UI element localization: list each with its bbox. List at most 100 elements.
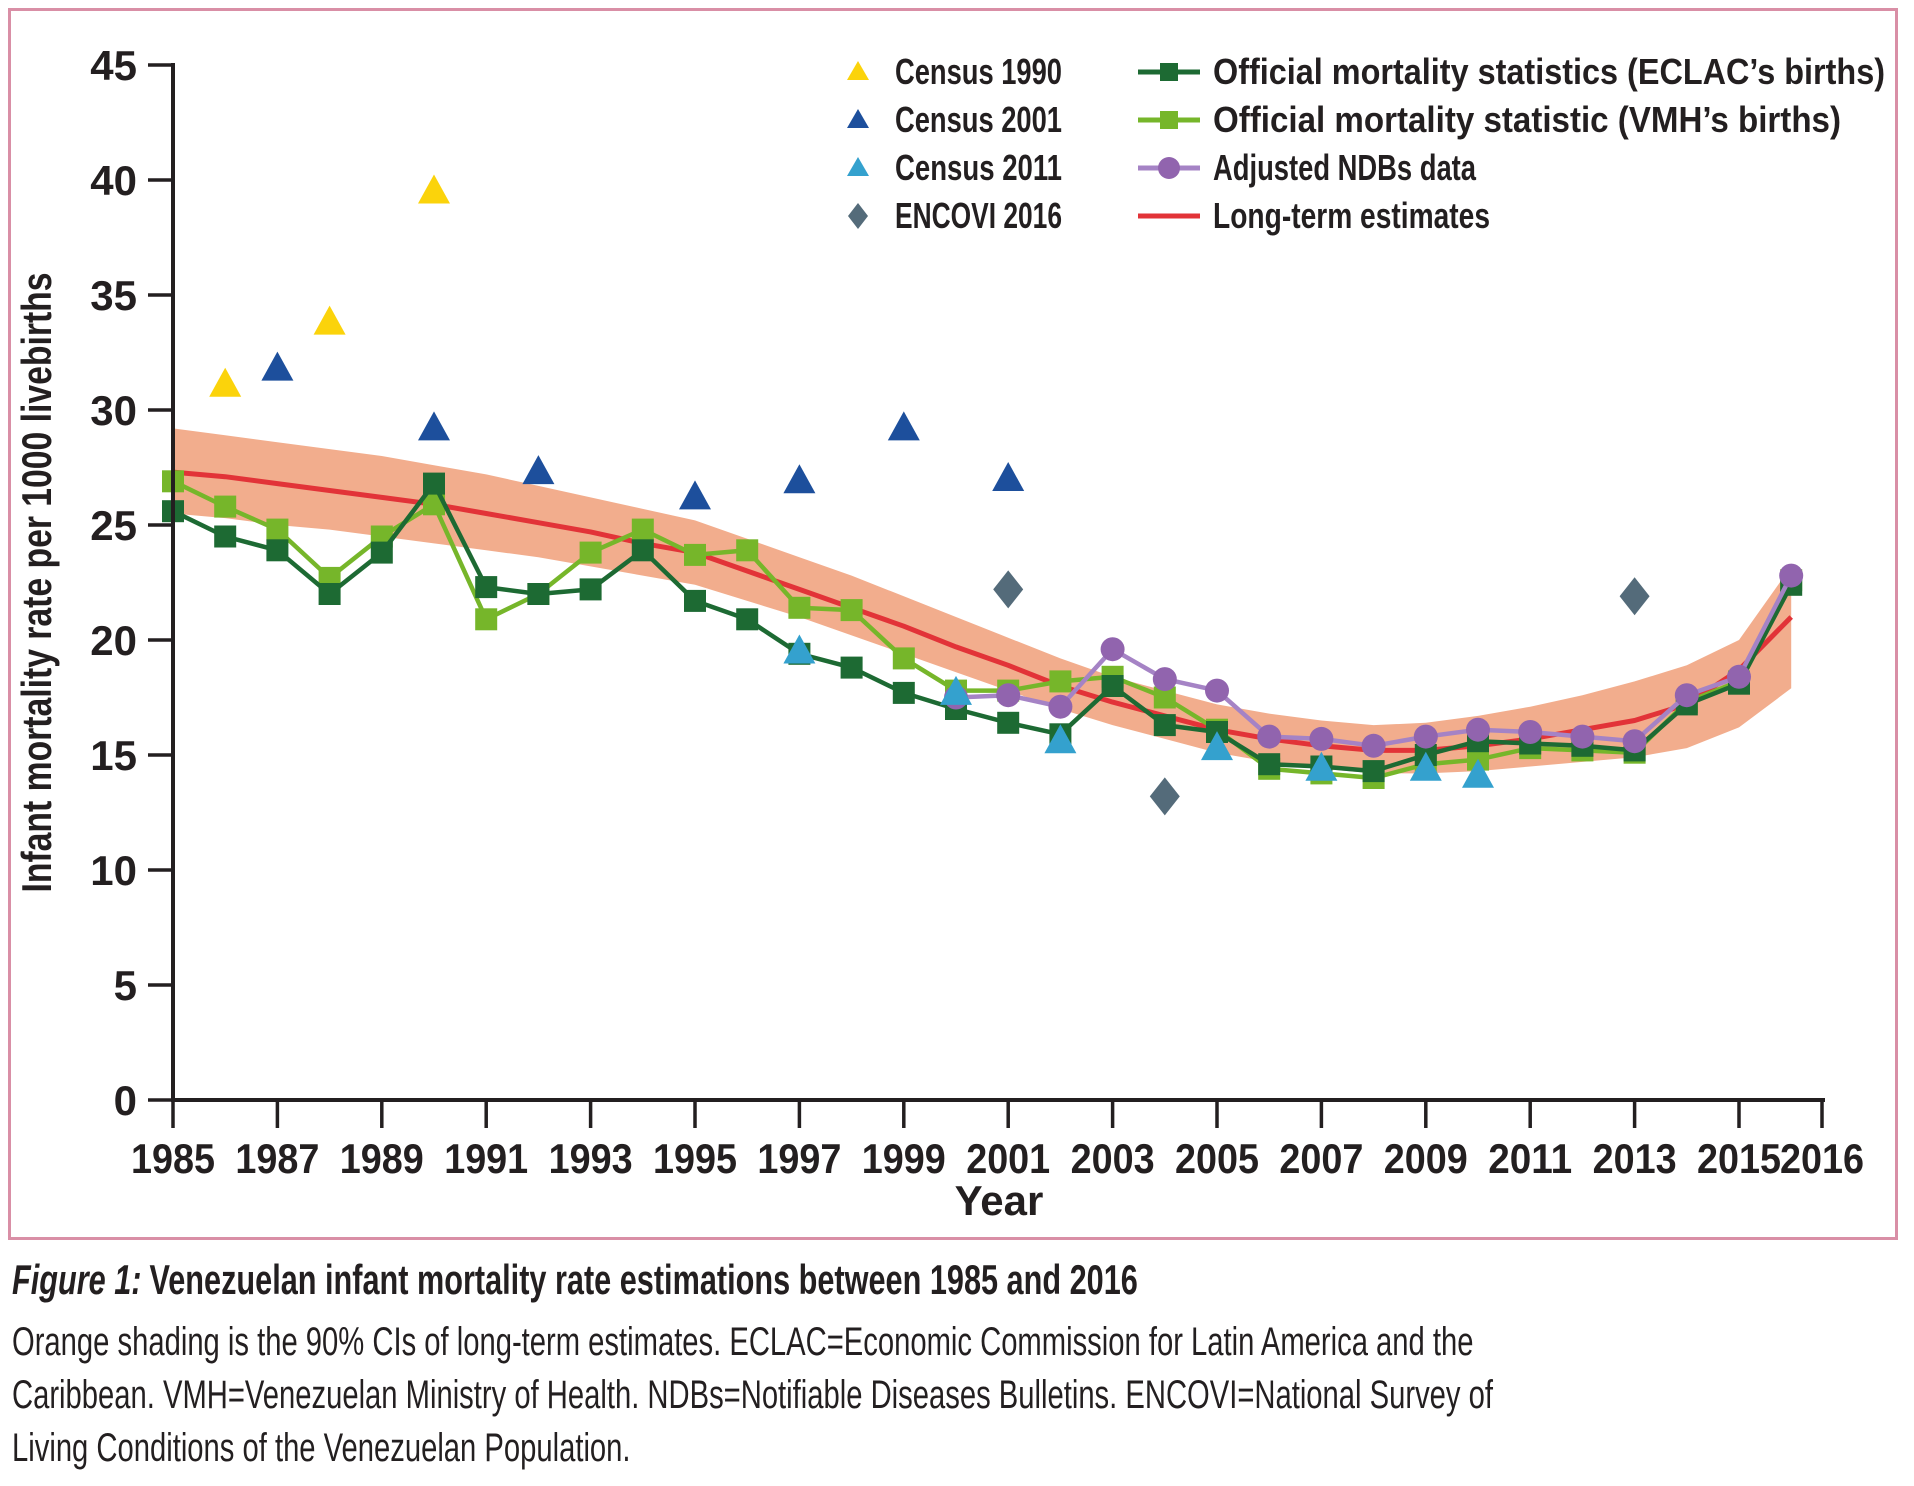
x-tick-label: 1989 <box>340 1135 424 1182</box>
data-point <box>418 411 450 441</box>
data-point <box>736 539 759 562</box>
x-tick-label: 2013 <box>1593 1135 1677 1182</box>
caption-body: Orange shading is the 90% CIs of long-te… <box>12 1316 1912 1475</box>
encovi-2016-points <box>993 570 1650 816</box>
x-tick-label: 1993 <box>549 1135 633 1182</box>
data-point <box>1674 683 1699 708</box>
legend-label: Census 2001 <box>895 99 1062 140</box>
data-point <box>261 351 294 381</box>
data-point <box>1779 563 1804 588</box>
x-tick-label: 1987 <box>235 1135 319 1182</box>
data-point <box>1049 670 1072 693</box>
legend-label: Official mortality statistic (VMH’s birt… <box>1213 99 1841 140</box>
data-point <box>1153 714 1176 737</box>
data-point <box>313 305 346 335</box>
x-ticks: 1985 1987 1989 1991 1993 1995 1997 1999 2001 2003… <box>131 1100 1864 1182</box>
x-tick-label: 1995 <box>653 1135 737 1182</box>
data-point <box>527 583 550 605</box>
data-point <box>522 455 555 485</box>
census-2001-points <box>261 351 1025 510</box>
data-point <box>1257 724 1282 749</box>
x-tick-label: 2015 <box>1697 1135 1781 1182</box>
y-tick-label: 30 <box>90 387 137 434</box>
data-point <box>1152 667 1177 692</box>
y-tick-label: 35 <box>90 272 137 319</box>
x-axis-title: Year <box>955 1177 1044 1224</box>
data-point <box>1153 686 1176 709</box>
legend-square-icon <box>1160 111 1178 129</box>
caption-line: Living Conditions of the Venezuelan Popu… <box>12 1426 631 1470</box>
data-point <box>631 518 654 541</box>
data-point <box>1361 733 1386 758</box>
x-tick-label: 1997 <box>757 1135 841 1182</box>
legend-diamond-icon <box>848 203 868 229</box>
data-point <box>684 589 706 612</box>
data-point <box>1201 731 1233 761</box>
data-point <box>1205 678 1229 703</box>
x-tick-label: 2003 <box>1071 1135 1155 1182</box>
data-point <box>1309 726 1334 751</box>
legend-label: Adjusted NDBs data <box>1213 147 1477 188</box>
census-1990-points <box>209 174 450 397</box>
data-point <box>892 647 915 670</box>
data-point <box>1409 751 1442 781</box>
y-tick-label: 25 <box>90 502 137 549</box>
data-point <box>840 656 863 679</box>
data-point <box>209 367 242 397</box>
data-point <box>993 570 1024 609</box>
caption-title: Figure 1: Venezuelan infant mortality rat… <box>12 1256 1399 1304</box>
data-point <box>679 480 711 510</box>
data-point <box>266 539 289 562</box>
data-point <box>1048 694 1073 719</box>
data-point <box>631 539 654 562</box>
data-point <box>1044 724 1077 754</box>
x-tick-label: 1985 <box>131 1135 215 1182</box>
y-ticks: 0 5 10 15 20 25 30 35 40 45 <box>90 42 173 1124</box>
data-point <box>1727 664 1751 689</box>
data-point <box>1518 720 1543 744</box>
y-tick-label: 10 <box>90 847 137 894</box>
data-point <box>887 411 920 441</box>
data-point <box>1100 637 1125 662</box>
data-point <box>214 495 237 518</box>
ci-band <box>173 428 1792 774</box>
data-point <box>783 634 816 664</box>
data-point <box>1101 675 1124 697</box>
figure-panel: 0 5 10 15 20 25 30 35 40 45 1985 1987 1989 1991 1993 19… <box>8 8 1898 1240</box>
data-point <box>736 608 759 631</box>
axes <box>171 63 1825 1102</box>
legend: Census 1990 Census 2001 Census 2011 ENCOVI … <box>847 51 1885 236</box>
x-tick-label: 1991 <box>444 1135 528 1182</box>
data-point <box>1258 753 1281 776</box>
data-point <box>997 711 1020 734</box>
data-point <box>418 174 450 204</box>
data-point <box>1413 724 1438 749</box>
y-tick-label: 40 <box>90 157 137 204</box>
data-point <box>318 583 341 605</box>
data-point <box>1149 777 1180 816</box>
data-point <box>475 576 498 599</box>
data-point <box>214 525 237 548</box>
data-point <box>1462 758 1494 788</box>
data-point <box>840 599 863 622</box>
ndb-line <box>944 563 1804 758</box>
data-point <box>266 518 289 541</box>
data-point <box>788 596 811 619</box>
x-tick-label: 2007 <box>1279 1135 1363 1182</box>
data-point <box>783 464 816 494</box>
x-tick-label: 2011 <box>1488 1135 1572 1182</box>
data-point <box>1622 729 1647 754</box>
census-2011-points <box>783 634 1494 788</box>
data-point <box>992 462 1025 491</box>
y-tick-label: 20 <box>90 617 137 664</box>
y-tick-label: 45 <box>90 42 137 89</box>
legend-square-icon <box>1160 63 1178 81</box>
legend-label: ENCOVI 2016 <box>895 195 1062 236</box>
x-tick-label: 1999 <box>862 1135 946 1182</box>
y-tick-label: 0 <box>114 1077 137 1124</box>
legend-label: Census 1990 <box>895 51 1062 92</box>
data-point <box>892 681 915 704</box>
data-point <box>1570 724 1595 749</box>
data-point <box>1305 751 1338 781</box>
legend-circle-icon <box>1158 157 1180 179</box>
